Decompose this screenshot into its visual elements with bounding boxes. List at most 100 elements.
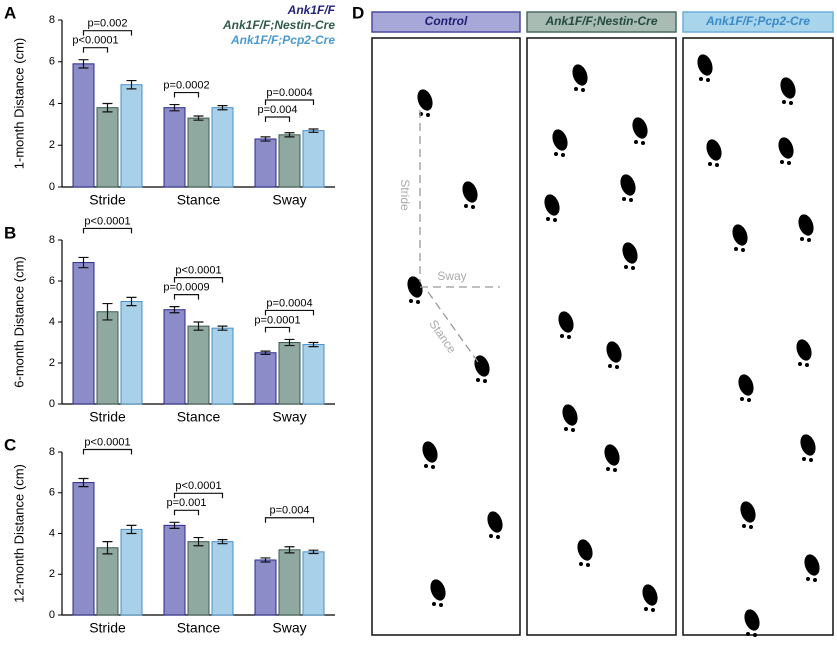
footprint-toe: [561, 153, 565, 157]
measure-label: Sway: [437, 269, 466, 283]
bar: [72, 262, 95, 405]
panel-letter: C: [4, 435, 16, 454]
footprint: [487, 511, 503, 533]
footprint-toe: [439, 603, 443, 607]
error-bar: [217, 539, 228, 545]
significance-bracket: [264, 309, 315, 316]
footprint-toe: [432, 602, 436, 606]
p-value: p=0.0004: [266, 87, 312, 99]
footprint-toe: [615, 365, 619, 369]
error-bar: [308, 341, 319, 348]
bar: [120, 84, 143, 188]
bar: [302, 130, 325, 188]
legend-entry: Ank1F/F;Nestin-Cre: [222, 18, 335, 32]
footprint-toe: [416, 300, 420, 304]
footprint-toe: [715, 163, 719, 167]
error-bar: [217, 325, 228, 331]
bar: [120, 528, 143, 616]
footprint: [732, 224, 748, 246]
footprint: [462, 181, 478, 203]
footprint-toe: [624, 265, 628, 269]
y-tick-label: 0: [49, 398, 55, 410]
error-bar: [78, 59, 89, 69]
footprint: [430, 579, 446, 601]
footprint-frame: [371, 37, 521, 636]
footprint-toe: [586, 563, 590, 567]
p-value: p<0.0001: [72, 35, 118, 47]
error-bar: [284, 546, 295, 554]
significance-bracket: [173, 91, 200, 98]
footprint-toe: [740, 397, 744, 401]
bar: [163, 107, 186, 188]
footprint: [562, 404, 578, 426]
bar: [163, 309, 186, 405]
bar: [302, 551, 325, 616]
p-value: p=0.002: [87, 18, 127, 30]
footprint-toe: [641, 141, 645, 145]
footprint: [706, 139, 722, 161]
footprint-frame: [682, 37, 834, 636]
significance-bracket: [173, 509, 200, 516]
bar: [254, 559, 277, 616]
error-bar: [308, 128, 319, 133]
footprint-toe: [581, 88, 585, 92]
footprint-toe: [746, 632, 750, 636]
error-bar: [193, 321, 204, 331]
footprint-toe: [483, 379, 487, 383]
x-tick-label: Stride: [89, 409, 126, 425]
p-value: p=0.001: [166, 497, 206, 509]
error-bar: [308, 549, 319, 555]
column-header-label: Control: [425, 14, 468, 28]
bar: [254, 352, 277, 405]
footprint-toe: [579, 562, 583, 566]
footprint-toe: [631, 266, 635, 270]
measure-label: Stride: [398, 179, 412, 211]
bar: [96, 311, 119, 405]
x-tick-label: Sway: [272, 409, 306, 425]
footprint-toe: [560, 334, 564, 338]
footprint: [697, 54, 713, 76]
footprint: [796, 339, 812, 361]
significance-bracket: [82, 227, 133, 234]
column-header: [526, 11, 677, 33]
footprint: [738, 374, 754, 396]
bar: [72, 63, 95, 188]
footprint: [778, 137, 794, 159]
footprint-toe: [813, 578, 817, 582]
footprint-toe: [476, 378, 480, 382]
footprint-toe: [708, 162, 712, 166]
footprint: [740, 501, 756, 523]
legend-entry: Ank1F/F;Pcp2-Cre: [230, 33, 335, 47]
x-tick-label: Stance: [177, 409, 221, 425]
footprint-toe: [798, 362, 802, 366]
bar: [187, 117, 210, 188]
p-value: p=0.004: [269, 505, 309, 517]
y-tick-label: 2: [49, 568, 55, 580]
footprint-toe: [553, 218, 557, 222]
footprint: [800, 434, 816, 456]
y-tick-label: 8: [49, 234, 55, 246]
error-bar: [260, 136, 271, 142]
bar: [96, 107, 119, 188]
y-tick-label: 8: [49, 446, 55, 458]
bar: [211, 541, 234, 616]
footprint: [632, 117, 648, 139]
footprint: [804, 554, 820, 576]
footprint-toe: [571, 428, 575, 432]
p-value: p<0.0001: [84, 436, 130, 448]
footprint-toe: [496, 535, 500, 539]
footprint: [577, 539, 593, 561]
y-tick-label: 6: [49, 56, 55, 68]
bar: [211, 107, 234, 188]
footprint: [798, 214, 814, 236]
x-tick-label: Sway: [272, 620, 306, 636]
bar: [72, 482, 95, 616]
y-tick-label: 8: [49, 14, 55, 26]
column-header-label: Ank1F/F;Pcp2-Cre: [705, 14, 810, 28]
error-bar: [193, 115, 204, 121]
significance-bracket: [82, 448, 133, 455]
y-tick-label: 4: [49, 527, 55, 539]
footprint-toe: [489, 534, 493, 538]
y-tick-label: 0: [49, 609, 55, 621]
